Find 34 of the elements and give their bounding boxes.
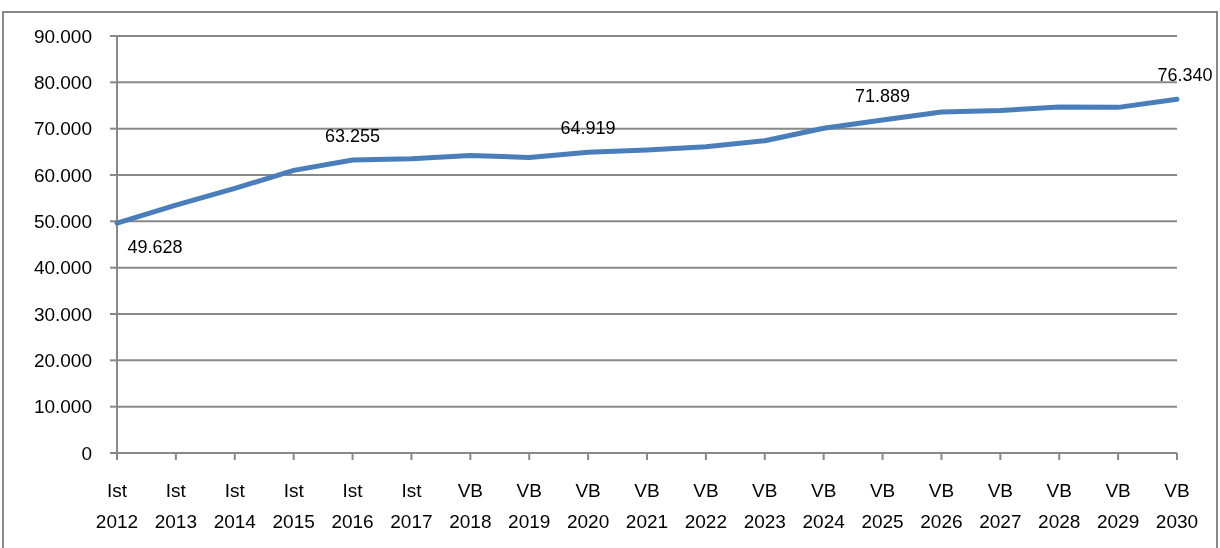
- x-tick-label: VB 2029: [1096, 480, 1140, 532]
- y-tick-label: 90.000: [33, 25, 92, 47]
- x-tick-label: VB 2022: [684, 480, 728, 532]
- y-tick-label: 60.000: [33, 164, 92, 186]
- x-tick-label: VB 2018: [449, 480, 492, 532]
- x-tick-label: Ist 2012: [95, 480, 139, 532]
- x-tick-label: Ist 2014: [213, 480, 257, 532]
- y-tick-label: 40.000: [33, 257, 92, 279]
- y-tick-label: 30.000: [33, 303, 92, 325]
- x-tick-label: VB 2030: [1155, 480, 1199, 532]
- y-tick-label: 70.000: [33, 118, 92, 140]
- data-label: 63.255: [325, 125, 381, 146]
- y-tick-label: 10.000: [33, 396, 92, 418]
- x-tick-label: VB 2026: [920, 480, 963, 532]
- x-tick-label: Ist 2017: [390, 480, 433, 532]
- x-tick-label: Ist 2016: [331, 480, 374, 532]
- y-tick-label: 80.000: [33, 71, 92, 93]
- data-label: 64.919: [560, 118, 616, 139]
- data-label: 49.628: [127, 237, 183, 258]
- x-tick-label: VB 2021: [625, 480, 669, 532]
- x-tick-label: Ist 2015: [272, 480, 315, 532]
- y-tick-label: 0: [81, 442, 92, 464]
- y-tick-label: 20.000: [33, 349, 92, 371]
- data-label: 71.889: [855, 85, 911, 106]
- x-tick-label: VB 2028: [1038, 480, 1081, 532]
- x-tick-label: Ist 2013: [154, 480, 198, 532]
- y-tick-label: 50.000: [33, 210, 92, 232]
- x-tick-label: VB 2025: [861, 480, 904, 532]
- data-label: 76.340: [1157, 65, 1213, 86]
- x-tick-label: VB 2020: [566, 480, 610, 532]
- x-tick-label: VB 2027: [979, 480, 1022, 532]
- x-tick-label: VB 2024: [802, 480, 846, 532]
- x-tick-label: VB 2023: [743, 480, 786, 532]
- x-tick-label: VB 2019: [508, 480, 551, 532]
